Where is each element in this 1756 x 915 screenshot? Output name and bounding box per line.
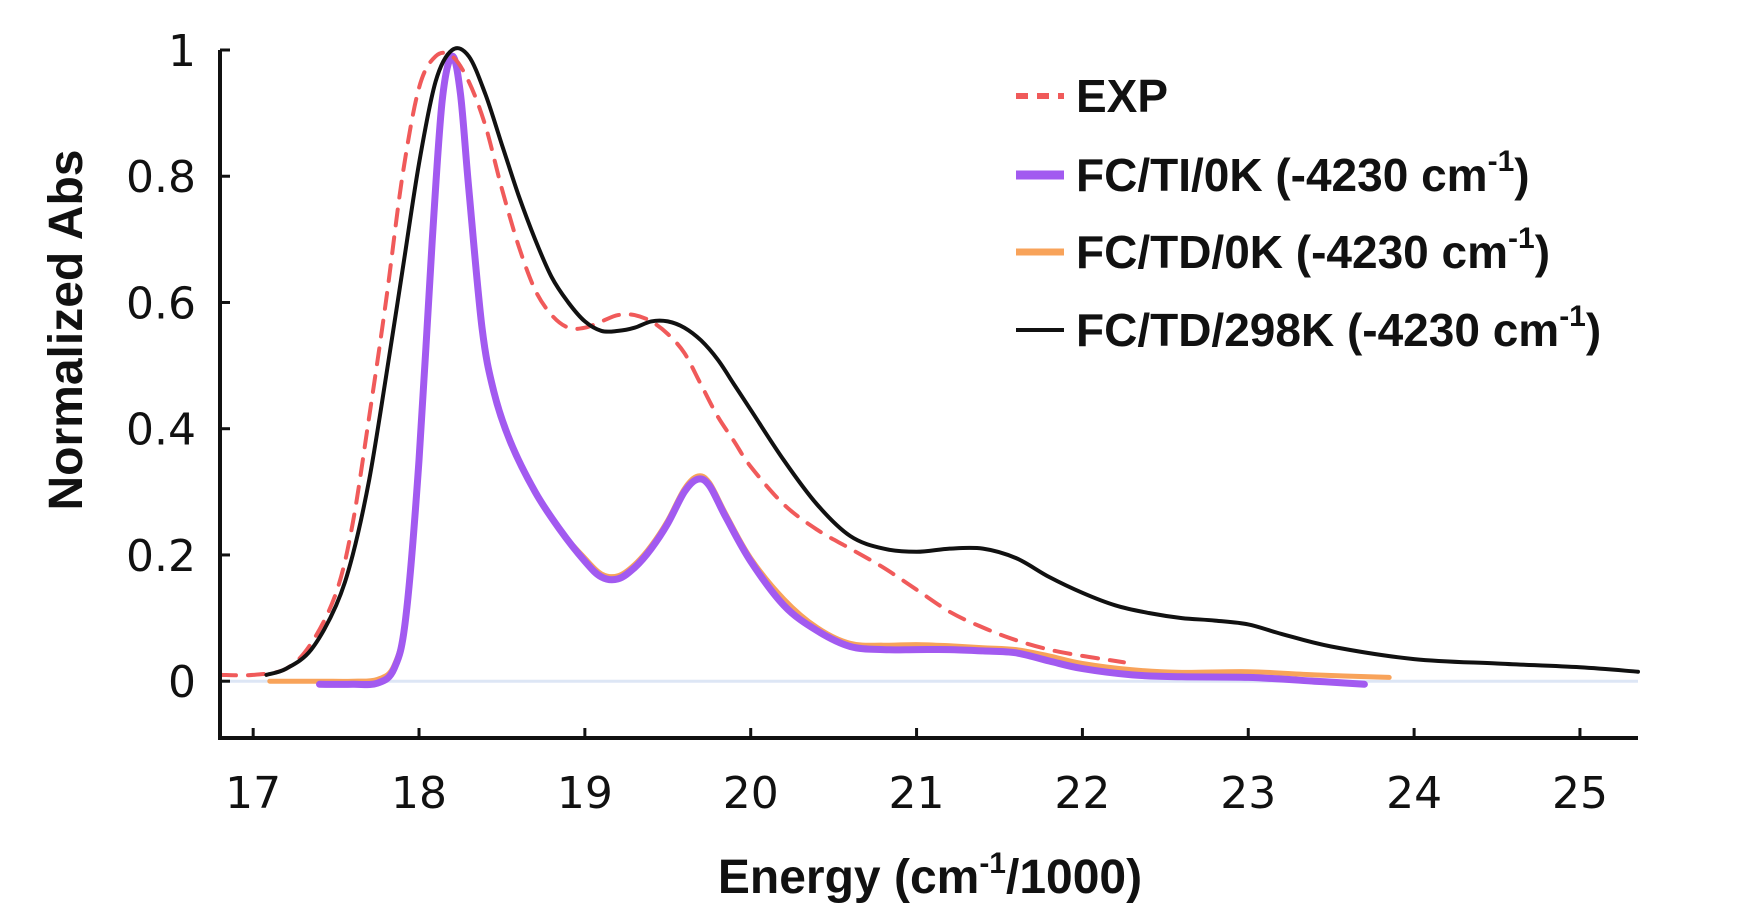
legend-label: FC/TD/0K (-4230 cm-1) [1076,222,1550,278]
y-axis-title: Normalized Abs [40,150,93,511]
y-tick-label: 0.2 [126,531,196,582]
x-tick-label: 21 [889,768,945,819]
series-line-fc-td-298k-4230-cm-1 [264,46,1640,677]
x-tick-label: 25 [1552,768,1608,819]
x-axis-title: Energy (cm-1/1000) [718,847,1142,904]
x-tick-label: 18 [391,768,447,819]
y-tick-label: 0.8 [126,152,196,203]
x-tick-label: 17 [225,768,281,819]
series-line-exp [218,50,1126,678]
y-tick-label: 0 [168,657,196,708]
legend: EXP FC/TI/0K (-4230 cm-1) FC/TD/0K (-4230 … [1016,70,1601,356]
y-tick-label: 1 [168,26,196,77]
ticks: 17 18 19 20 21 22 23 24 25 0 0.2 0.4 0.6 0.8 1 [126,26,1608,819]
axes [218,50,1638,740]
x-tick-label: 19 [557,768,613,819]
y-tick-label: 0.4 [126,405,196,456]
series-layer [218,46,1640,689]
legend-label: FC/TD/298K (-4230 cm-1) [1076,300,1601,356]
series-line-fc-ti-0k-4230-cm-1 [316,52,1368,689]
legend-label: FC/TI/0K (-4230 cm-1) [1076,145,1530,201]
x-tick-label: 23 [1220,768,1276,819]
x-tick-label: 20 [723,768,779,819]
y-tick-label: 0.6 [126,278,196,329]
x-tick-label: 24 [1386,768,1442,819]
x-tick-label: 22 [1054,768,1110,819]
legend-label: EXP [1076,70,1168,122]
